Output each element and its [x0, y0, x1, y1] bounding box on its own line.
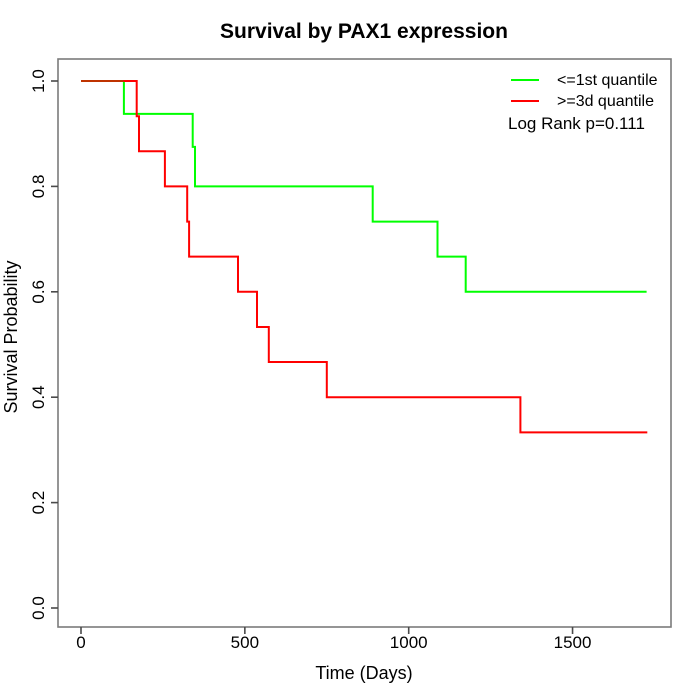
curves	[81, 80, 648, 434]
y-axis-tick-label: 1.0	[29, 69, 48, 93]
legend: <=1st quantile >=3d quantile Log Rank p=…	[508, 72, 658, 133]
x-axis-tick-label: 1000	[390, 633, 428, 652]
chart-title: Survival by PAX1 expression	[220, 20, 508, 43]
survival-curve-green	[81, 80, 647, 293]
y-axis-tick-label: 0.4	[29, 385, 48, 409]
x-axis-title: Time (Days)	[315, 663, 412, 683]
y-axis-tick-label: 0.8	[29, 175, 48, 199]
x-axis-tick-label: 500	[231, 633, 259, 652]
legend-label-first-quantile: <=1st quantile	[557, 72, 658, 89]
x-axis-tick-label: 0	[76, 633, 85, 652]
x-axis-tick-label: 1500	[554, 633, 592, 652]
y-axis-tick-label: 0.6	[29, 280, 48, 304]
y-axis-tick-label: 0.2	[29, 491, 48, 515]
plot-box	[57, 58, 672, 628]
axes: 0 500 1000 1500 0.0 0.2 0.4 0.6 0.8 1.0	[29, 58, 672, 652]
log-rank-annotation: Log Rank p=0.111	[508, 114, 645, 133]
y-axis-title: Survival Probability	[1, 260, 21, 413]
y-axis-tick-label: 0.0	[29, 596, 48, 620]
legend-label-third-quantile: >=3d quantile	[557, 93, 654, 110]
survival-curve-red	[81, 80, 648, 434]
